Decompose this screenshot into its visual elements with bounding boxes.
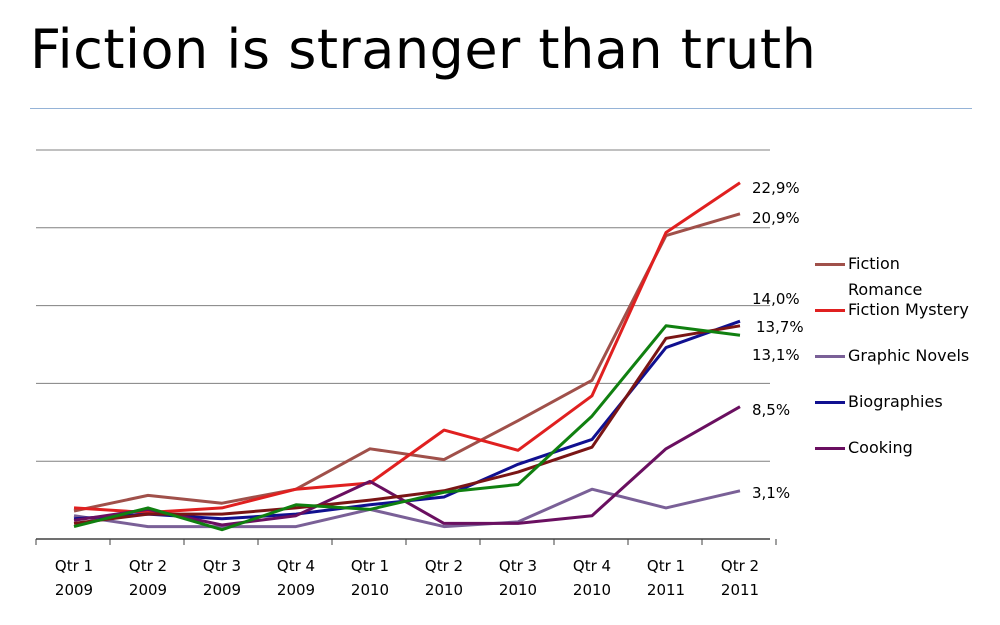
gridlines [36, 149, 770, 540]
x-tick-label-line: 2010 [573, 581, 611, 599]
x-tick-label: Qtr 3 2009 [203, 557, 241, 599]
series-line-biographies [73, 319, 741, 521]
x-tick-label-line: 2009 [55, 581, 93, 599]
data-label: 13,1% [752, 346, 800, 364]
x-tick-label: Qtr 2 2011 [721, 557, 759, 599]
series-line-fiction-mystery [73, 181, 741, 514]
series-line-green [73, 324, 741, 532]
legend-label: Romance [848, 280, 923, 299]
x-tick-label-line: Qtr 4 [573, 557, 611, 575]
legend-swatch [815, 355, 845, 358]
x-tick-label-line: Qtr 1 [55, 557, 93, 575]
x-tick-label: Qtr 4 2009 [277, 557, 315, 599]
legend-label: Fiction Mystery [848, 300, 969, 319]
data-label: 8,5% [752, 401, 790, 419]
legend-label: Fiction [848, 254, 900, 273]
x-tick-label-line: Qtr 1 [647, 557, 685, 575]
legend-swatch [815, 401, 845, 404]
x-tick-label-line: Qtr 2 [425, 557, 463, 575]
x-tick-label-line: 2009 [203, 581, 241, 599]
x-tick-label-line: Qtr 2 [721, 557, 759, 575]
slide-title: Fiction is stranger than truth [30, 18, 817, 81]
data-label: 14,0% [752, 290, 800, 308]
x-tick-label-line: Qtr 3 [203, 557, 241, 575]
data-labels: 20,9% 22,9% 3,1% 14,0% 8,5% 13,7% 13,1% [752, 179, 804, 502]
legend-label: Graphic Novels [848, 346, 970, 365]
x-tick-label-line: Qtr 2 [129, 557, 167, 575]
x-tick-label-line: 2010 [499, 581, 537, 599]
data-label: 22,9% [752, 179, 800, 197]
x-tick-label: Qtr 2 2010 [425, 557, 463, 599]
x-tick-label-line: Qtr 4 [277, 557, 315, 575]
x-tick-label-line: 2010 [351, 581, 389, 599]
legend-label: Cooking [848, 438, 913, 457]
series-line-cooking [73, 405, 741, 527]
x-tick-label-line: Qtr 1 [351, 557, 389, 575]
legend-swatch [815, 309, 845, 312]
x-tick-label: Qtr 4 2010 [573, 557, 611, 599]
x-tick-label: Qtr 3 2010 [499, 557, 537, 599]
x-tick-label-line: 2010 [425, 581, 463, 599]
data-label: 3,1% [752, 484, 790, 502]
data-label: 20,9% [752, 209, 800, 227]
x-tick-label-line: 2009 [129, 581, 167, 599]
x-tick-label-line: 2009 [277, 581, 315, 599]
x-tick-label: Qtr 2 2009 [129, 557, 167, 599]
series-line-fiction-romance [73, 212, 741, 513]
x-tick-label: Qtr 1 2010 [351, 557, 389, 599]
x-tick-label-line: Qtr 3 [499, 557, 537, 575]
x-tick-label-line: 2011 [647, 581, 685, 599]
legend-swatch [815, 447, 845, 450]
legend-swatch [815, 263, 845, 266]
series-lines [73, 181, 741, 532]
x-tick-label: Qtr 1 2011 [647, 557, 685, 599]
x-tick-label-line: 2011 [721, 581, 759, 599]
x-tick-label: Qtr 1 2009 [55, 557, 93, 599]
legend-label: Biographies [848, 392, 943, 411]
series-line-dark-red [73, 324, 741, 525]
data-label: 13,7% [756, 318, 804, 336]
title-divider [30, 108, 972, 109]
series-line-graphic-novels [73, 487, 741, 529]
